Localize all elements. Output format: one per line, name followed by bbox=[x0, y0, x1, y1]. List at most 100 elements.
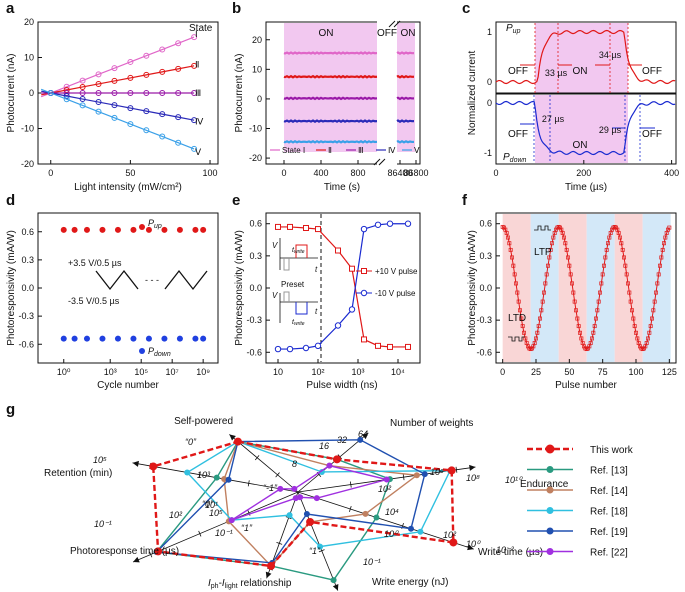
panel-d-pdown-point bbox=[99, 335, 106, 342]
panel-f-point bbox=[604, 247, 609, 252]
panel-a-series-line bbox=[41, 90, 195, 121]
panel-c-bottom-off-1: OFF bbox=[508, 129, 528, 140]
radar-series-point bbox=[417, 528, 424, 535]
radar-legend-marker bbox=[545, 444, 555, 454]
panel-e-write-pulse-neg bbox=[295, 302, 308, 315]
panel-e-point bbox=[315, 226, 321, 233]
panel-d-pup-point bbox=[71, 226, 78, 233]
panel-a-point bbox=[47, 90, 54, 96]
panel-d-chart: -0.6 -0.3 0.0 0.3 0.6 10⁰ 10³ 10⁵ 10⁷ 10⁹ Pup Pdo… bbox=[6, 212, 219, 391]
radar-series-point bbox=[233, 437, 242, 446]
panel-b-ytick-label: -20 bbox=[249, 153, 262, 163]
panel-a-point bbox=[175, 65, 182, 72]
panel-a-point bbox=[175, 40, 182, 47]
radar-axis-arrowhead bbox=[469, 464, 476, 471]
panel-b-break-mark bbox=[373, 158, 381, 166]
radar-axis-tick bbox=[349, 506, 352, 512]
panel-f-point bbox=[548, 247, 553, 252]
radar-tick-label: “1” bbox=[241, 523, 253, 533]
panel-e-series-line bbox=[278, 226, 408, 348]
panel-letter-g: g bbox=[6, 401, 15, 418]
panel-d-ytick-label: -0.6 bbox=[18, 339, 34, 349]
radar-legend-marker bbox=[546, 486, 554, 494]
panel-f-point bbox=[618, 235, 622, 240]
panel-e-point bbox=[349, 265, 355, 272]
panel-f-point bbox=[543, 281, 548, 286]
radar-series-point bbox=[213, 474, 220, 481]
panel-b-trace bbox=[283, 96, 378, 101]
panel-e-preset-pulse bbox=[283, 258, 290, 271]
radar-axis-tick bbox=[350, 481, 352, 488]
radar-tick-label: 10⁵ bbox=[209, 508, 223, 518]
panel-b-trace bbox=[283, 119, 378, 123]
panel-f-point bbox=[652, 299, 657, 304]
panel-f-point bbox=[646, 336, 650, 341]
radar-series-point bbox=[357, 436, 364, 443]
panel-b-on-shade-2 bbox=[397, 23, 415, 152]
radar-axis-tick bbox=[275, 472, 280, 478]
panel-f-point bbox=[518, 308, 522, 313]
panel-b-legend-entry: Ⅴ bbox=[414, 146, 420, 155]
panel-c-bottom-on: ON bbox=[573, 140, 588, 151]
panel-a-point bbox=[95, 71, 102, 78]
panel-a-series-line bbox=[40, 88, 195, 150]
panel-a-legend-entry: Ⅴ bbox=[195, 147, 202, 157]
panel-a-ytick-label: 20 bbox=[24, 17, 34, 27]
panel-d-xtick-label: 10⁰ bbox=[57, 367, 71, 377]
panel-a-ytick-label: 10 bbox=[24, 53, 34, 63]
panel-e-point bbox=[302, 344, 310, 352]
panel-f-point bbox=[544, 272, 549, 277]
panel-a-point bbox=[159, 111, 166, 118]
panel-e-preset-label: Preset bbox=[281, 280, 305, 289]
panel-e-legend-marker bbox=[361, 268, 367, 274]
panel-a-point bbox=[111, 114, 118, 121]
panel-a-point bbox=[127, 74, 134, 81]
panel-d-xtick-label: 10³ bbox=[104, 367, 117, 377]
panel-c-xtick-label: 400 bbox=[664, 168, 679, 178]
panel-e-point bbox=[387, 343, 393, 350]
panel-a-point bbox=[111, 65, 118, 72]
radar-axis-photoresponse-time: Photoresponse time (µs) bbox=[70, 546, 179, 557]
panel-a-ytick-label: -20 bbox=[21, 159, 34, 169]
panel-f-point bbox=[579, 336, 584, 341]
panel-a-point bbox=[143, 127, 150, 134]
radar-series-point bbox=[221, 475, 228, 482]
radar-axis-line bbox=[297, 491, 339, 591]
panel-f-point bbox=[656, 272, 661, 277]
panel-a-point bbox=[95, 90, 102, 96]
panel-b-xtick-label: 400 bbox=[313, 168, 328, 178]
panel-f-point bbox=[511, 263, 516, 268]
radar-axis-arrowhead bbox=[133, 556, 140, 563]
panel-b-ytick-label: 10 bbox=[252, 64, 262, 74]
panel-e-series-line bbox=[278, 223, 408, 350]
panel-a-series-line bbox=[41, 65, 195, 96]
panel-c-ylabel: Normalized current bbox=[467, 51, 478, 136]
panel-a-point bbox=[143, 71, 150, 78]
radar-series-point bbox=[277, 485, 284, 492]
panel-e-inset-t: t bbox=[315, 265, 318, 274]
panel-d-ytick-label: 0.6 bbox=[21, 227, 34, 237]
panel-d-pdown-point bbox=[71, 335, 78, 342]
panel-b-trace bbox=[283, 74, 378, 79]
panel-f-point bbox=[576, 324, 581, 329]
panel-d-xtick-label: 10⁷ bbox=[166, 367, 179, 377]
panel-a-point bbox=[111, 77, 118, 84]
radar-series-point bbox=[184, 469, 191, 476]
panel-f-point bbox=[623, 263, 628, 268]
radar-tick-label: 16 bbox=[319, 441, 329, 451]
panel-f-point bbox=[590, 336, 594, 341]
panel-letter-d: d bbox=[6, 192, 15, 209]
panel-a-point bbox=[143, 108, 150, 115]
radar-tick-label: 10¹ bbox=[205, 500, 218, 510]
panel-a-point bbox=[79, 96, 86, 103]
radar-series-point bbox=[413, 472, 420, 479]
panel-f-point bbox=[534, 336, 538, 341]
panel-e-point bbox=[386, 220, 394, 227]
radar-tick-label: 10² bbox=[378, 484, 392, 494]
radar-axis-write-time: Write time (µs) bbox=[478, 547, 543, 558]
radar-tick-label: “1” bbox=[309, 546, 321, 556]
panel-a-point bbox=[175, 139, 182, 146]
radar-series-point bbox=[317, 543, 324, 550]
panel-f-point bbox=[508, 247, 513, 252]
panel-f-point bbox=[519, 316, 524, 321]
